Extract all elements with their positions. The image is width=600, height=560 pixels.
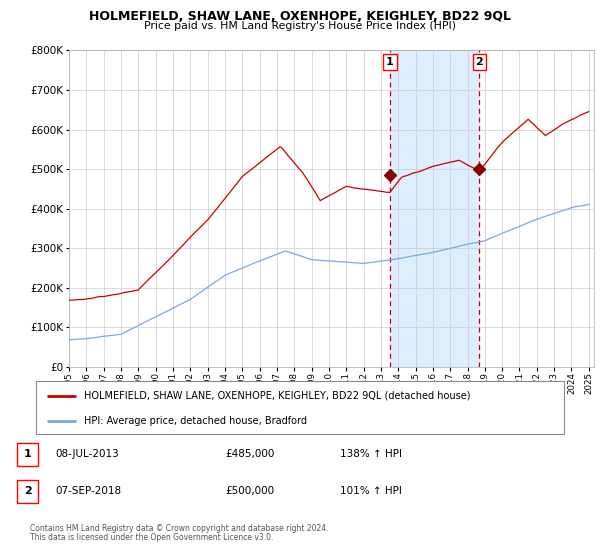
Text: This data is licensed under the Open Government Licence v3.0.: This data is licensed under the Open Gov… [30,533,274,542]
Text: Price paid vs. HM Land Registry's House Price Index (HPI): Price paid vs. HM Land Registry's House … [144,21,456,31]
Text: HPI: Average price, detached house, Bradford: HPI: Average price, detached house, Brad… [83,416,307,426]
Text: 07-SEP-2018: 07-SEP-2018 [55,487,121,496]
Text: 08-JUL-2013: 08-JUL-2013 [55,449,119,459]
Text: HOLMEFIELD, SHAW LANE, OXENHOPE, KEIGHLEY, BD22 9QL: HOLMEFIELD, SHAW LANE, OXENHOPE, KEIGHLE… [89,10,511,23]
Bar [17,480,38,503]
Text: HOLMEFIELD, SHAW LANE, OXENHOPE, KEIGHLEY, BD22 9QL (detached house): HOLMEFIELD, SHAW LANE, OXENHOPE, KEIGHLE… [83,391,470,401]
Text: 138% ↑ HPI: 138% ↑ HPI [340,449,403,459]
Text: 2: 2 [475,57,483,67]
Bar [390,50,479,367]
Text: 1: 1 [23,449,31,459]
Text: 1: 1 [386,57,394,67]
Text: £500,000: £500,000 [225,487,274,496]
Text: 2: 2 [23,487,31,496]
Text: 101% ↑ HPI: 101% ↑ HPI [340,487,402,496]
Bar [17,443,38,465]
Text: Contains HM Land Registry data © Crown copyright and database right 2024.: Contains HM Land Registry data © Crown c… [30,524,329,533]
Text: £485,000: £485,000 [225,449,274,459]
